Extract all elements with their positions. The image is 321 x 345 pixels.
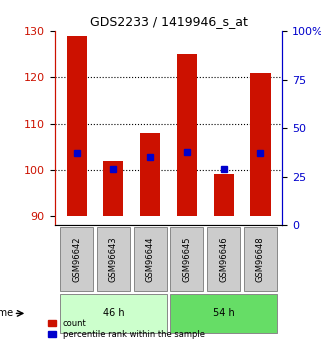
Bar <box>177 54 197 216</box>
FancyBboxPatch shape <box>207 227 240 291</box>
Bar <box>250 73 271 216</box>
Text: GSM96642: GSM96642 <box>72 236 81 282</box>
Text: 54 h: 54 h <box>213 308 235 318</box>
Bar <box>66 36 87 216</box>
FancyBboxPatch shape <box>60 294 167 333</box>
Text: GSM96643: GSM96643 <box>109 236 118 282</box>
Legend: count, percentile rank within the sample: count, percentile rank within the sample <box>46 317 206 341</box>
Text: GSM96646: GSM96646 <box>219 236 228 282</box>
FancyBboxPatch shape <box>134 227 167 291</box>
FancyBboxPatch shape <box>170 294 277 333</box>
Text: 46 h: 46 h <box>103 308 124 318</box>
Title: GDS2233 / 1419946_s_at: GDS2233 / 1419946_s_at <box>90 16 247 29</box>
Bar <box>213 175 234 216</box>
Bar <box>140 133 160 216</box>
FancyBboxPatch shape <box>60 227 93 291</box>
Text: time: time <box>0 308 13 318</box>
FancyBboxPatch shape <box>170 227 204 291</box>
FancyBboxPatch shape <box>97 227 130 291</box>
Text: GSM96645: GSM96645 <box>182 236 191 282</box>
Text: GSM96648: GSM96648 <box>256 236 265 282</box>
FancyBboxPatch shape <box>244 227 277 291</box>
Bar <box>103 160 124 216</box>
Text: GSM96644: GSM96644 <box>146 236 155 282</box>
